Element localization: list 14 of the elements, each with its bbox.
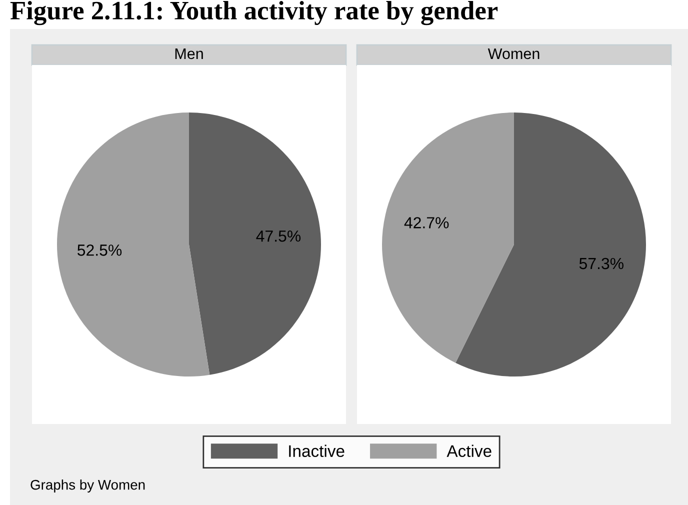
chart-title: Men <box>175 48 203 60</box>
chart-title: Women <box>488 48 540 60</box>
legend-label: Active <box>446 444 492 458</box>
pie-slice <box>456 112 646 376</box>
caption: Figure 2.11.1: Youth activity rate by gender <box>10 1 498 26</box>
data-label: 52.5% <box>78 244 122 256</box>
pie-slice <box>189 112 321 375</box>
text: Graphs by Women <box>30 480 145 492</box>
legend-label: Inactive <box>289 444 344 458</box>
pie-slice <box>57 112 210 376</box>
data-label: 42.7% <box>404 217 449 228</box>
data-label: 47.5% <box>256 230 301 242</box>
pie-slice <box>382 112 514 363</box>
data-label: 57.3% <box>579 258 624 270</box>
